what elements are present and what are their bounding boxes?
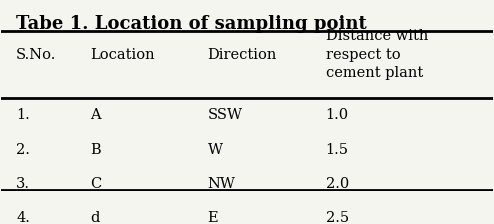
Text: 4.: 4.: [16, 211, 30, 224]
Text: S.No.: S.No.: [16, 48, 56, 62]
Text: Location: Location: [90, 48, 155, 62]
Text: A: A: [90, 108, 100, 123]
Text: Distance with
respect to
cement plant: Distance with respect to cement plant: [326, 29, 428, 80]
Text: 2.: 2.: [16, 143, 30, 157]
Text: 1.: 1.: [16, 108, 30, 123]
Text: E: E: [207, 211, 218, 224]
Text: 2.0: 2.0: [326, 177, 349, 191]
Text: 1.0: 1.0: [326, 108, 349, 123]
Text: NW: NW: [207, 177, 236, 191]
Text: 3.: 3.: [16, 177, 30, 191]
Text: 2.5: 2.5: [326, 211, 349, 224]
Text: 1.5: 1.5: [326, 143, 349, 157]
Text: Direction: Direction: [207, 48, 277, 62]
Text: W: W: [207, 143, 223, 157]
Text: B: B: [90, 143, 100, 157]
Text: Tabe 1. Location of sampling point: Tabe 1. Location of sampling point: [16, 15, 367, 33]
Text: SSW: SSW: [207, 108, 243, 123]
Text: d: d: [90, 211, 99, 224]
Text: C: C: [90, 177, 101, 191]
